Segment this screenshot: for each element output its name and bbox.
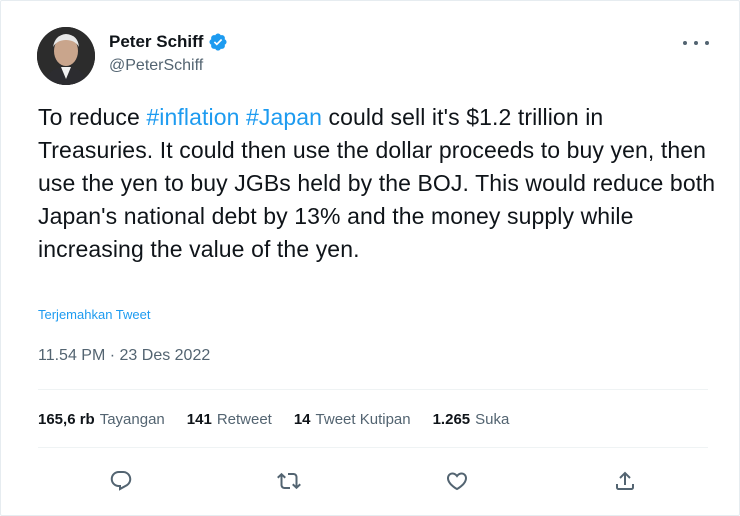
likes-count: 1.265 xyxy=(432,411,471,428)
tweet-timestamp[interactable]: 11.54 PM · 23 Des 2022 xyxy=(38,347,211,364)
hashtag-japan[interactable]: #Japan xyxy=(245,104,323,130)
like-button[interactable] xyxy=(437,461,477,501)
tweet-text-part: could sell it's $1.2 trillion in Treasur… xyxy=(38,104,716,262)
views-label: Tayangan xyxy=(99,411,165,428)
verified-badge-icon xyxy=(209,33,228,51)
share-icon xyxy=(616,471,634,490)
more-dot xyxy=(694,41,698,45)
retweet-icon xyxy=(277,472,301,490)
more-icon[interactable] xyxy=(683,35,709,51)
reply-button[interactable] xyxy=(101,461,141,501)
divider xyxy=(38,447,708,448)
avatar[interactable] xyxy=(37,27,95,85)
quotes-stat[interactable]: 14 Tweet Kutipan xyxy=(294,411,411,428)
retweets-label: Retweet xyxy=(216,411,272,428)
views-stat[interactable]: 165,6 rb Tayangan xyxy=(38,411,165,428)
author-name-row: Peter Schiff xyxy=(109,32,228,52)
hashtag-inflation[interactable]: #inflation xyxy=(146,104,240,130)
quotes-count: 14 xyxy=(293,411,311,428)
quotes-label: Tweet Kutipan xyxy=(315,411,411,428)
divider xyxy=(38,389,708,390)
more-dot xyxy=(705,41,709,45)
retweets-count: 141 xyxy=(186,411,212,428)
author-handle[interactable]: @PeterSchiff xyxy=(109,57,204,74)
translate-tweet-link[interactable]: Terjemahkan Tweet xyxy=(38,307,151,322)
like-icon xyxy=(446,472,468,491)
likes-label: Suka xyxy=(475,411,510,428)
tweet-actions xyxy=(1,461,740,501)
reply-icon xyxy=(110,471,132,491)
more-dot xyxy=(683,41,687,45)
tweet-text: To reduce #inflation #Japan could sell i… xyxy=(38,101,718,266)
retweet-button[interactable] xyxy=(269,461,309,501)
tweet-stats: 165,6 rb Tayangan 141 Retweet 14 Tweet K… xyxy=(38,411,531,428)
avatar-photo xyxy=(37,27,95,85)
views-count: 165,6 rb xyxy=(38,411,95,428)
share-button[interactable] xyxy=(605,461,645,501)
likes-stat[interactable]: 1.265 Suka xyxy=(433,411,510,428)
tweet-text-part: To reduce xyxy=(38,104,147,130)
author-name[interactable]: Peter Schiff xyxy=(109,32,204,51)
retweets-stat[interactable]: 141 Retweet xyxy=(187,411,272,428)
